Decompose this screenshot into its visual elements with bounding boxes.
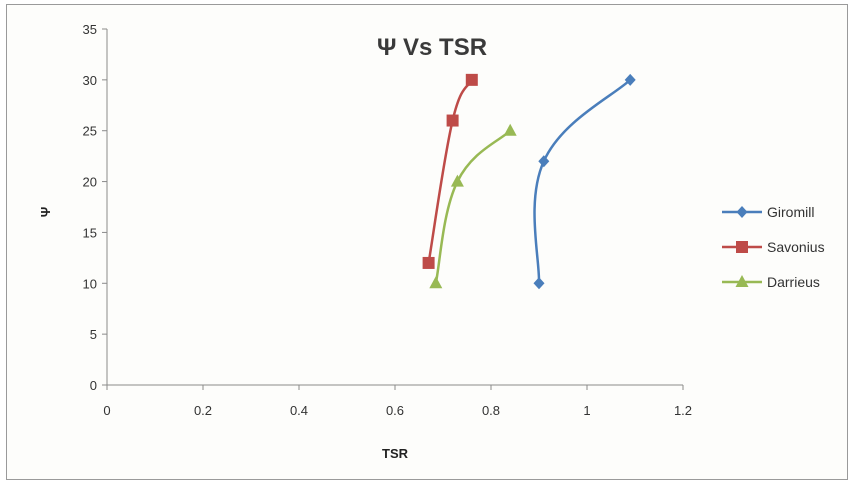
- legend-label-darrieus: Darrieus: [767, 274, 820, 290]
- data-point-darrieus: [429, 276, 443, 289]
- y-tick-label: 35: [83, 22, 97, 37]
- data-point-savonius: [465, 73, 478, 86]
- legend-marker-savonius: [736, 241, 748, 253]
- series-savonius: [422, 73, 478, 269]
- data-point-savonius: [446, 114, 459, 127]
- data-point-giromill: [624, 73, 636, 86]
- legend-marker-darrieus: [735, 275, 749, 287]
- legend-item-savonius: Savonius: [722, 239, 825, 255]
- x-tick-label: 0: [103, 403, 110, 418]
- y-tick-label: 20: [83, 175, 97, 190]
- data-point-giromill: [538, 155, 550, 168]
- data-point-darrieus: [503, 123, 517, 136]
- series-line-giromill: [533, 78, 632, 284]
- y-tick-label: 0: [90, 378, 97, 393]
- y-tick-label: 5: [90, 327, 97, 342]
- chart-frame: [6, 4, 848, 480]
- x-tick-label: 0.8: [482, 403, 500, 418]
- y-axis-title: Ψ: [38, 207, 53, 218]
- legend: Giromill Savonius Darrieus: [722, 204, 825, 290]
- x-tick-label: 0.6: [386, 403, 404, 418]
- axes: 0 5 10 15 20 25 30 35 0 0.2 0.4 0.6 0.8 1 1.2: [83, 22, 693, 418]
- legend-label-savonius: Savonius: [767, 239, 825, 255]
- y-tick-label: 15: [83, 225, 97, 240]
- series-darrieus: [429, 123, 517, 289]
- series-layer: [422, 73, 636, 290]
- legend-label-giromill: Giromill: [767, 204, 814, 220]
- y-tick-label: 30: [83, 73, 97, 88]
- data-point-savonius: [422, 256, 435, 269]
- legend-item-giromill: Giromill: [722, 204, 814, 220]
- chart-title: Ψ Vs TSR: [377, 34, 487, 61]
- y-tick-label: 10: [83, 276, 97, 291]
- series-line-savonius: [427, 79, 473, 264]
- legend-marker-giromill: [736, 206, 748, 218]
- data-point-darrieus: [450, 174, 464, 187]
- x-tick-label: 0.4: [290, 403, 308, 418]
- y-tick-label: 25: [83, 124, 97, 139]
- x-tick-label: 1.2: [674, 403, 692, 418]
- series-giromill: [533, 73, 636, 290]
- x-axis-title: TSR: [382, 446, 409, 461]
- x-tick-label: 0.2: [194, 403, 212, 418]
- data-point-giromill: [533, 277, 545, 290]
- x-tick-label: 1: [583, 403, 590, 418]
- legend-item-darrieus: Darrieus: [722, 274, 820, 290]
